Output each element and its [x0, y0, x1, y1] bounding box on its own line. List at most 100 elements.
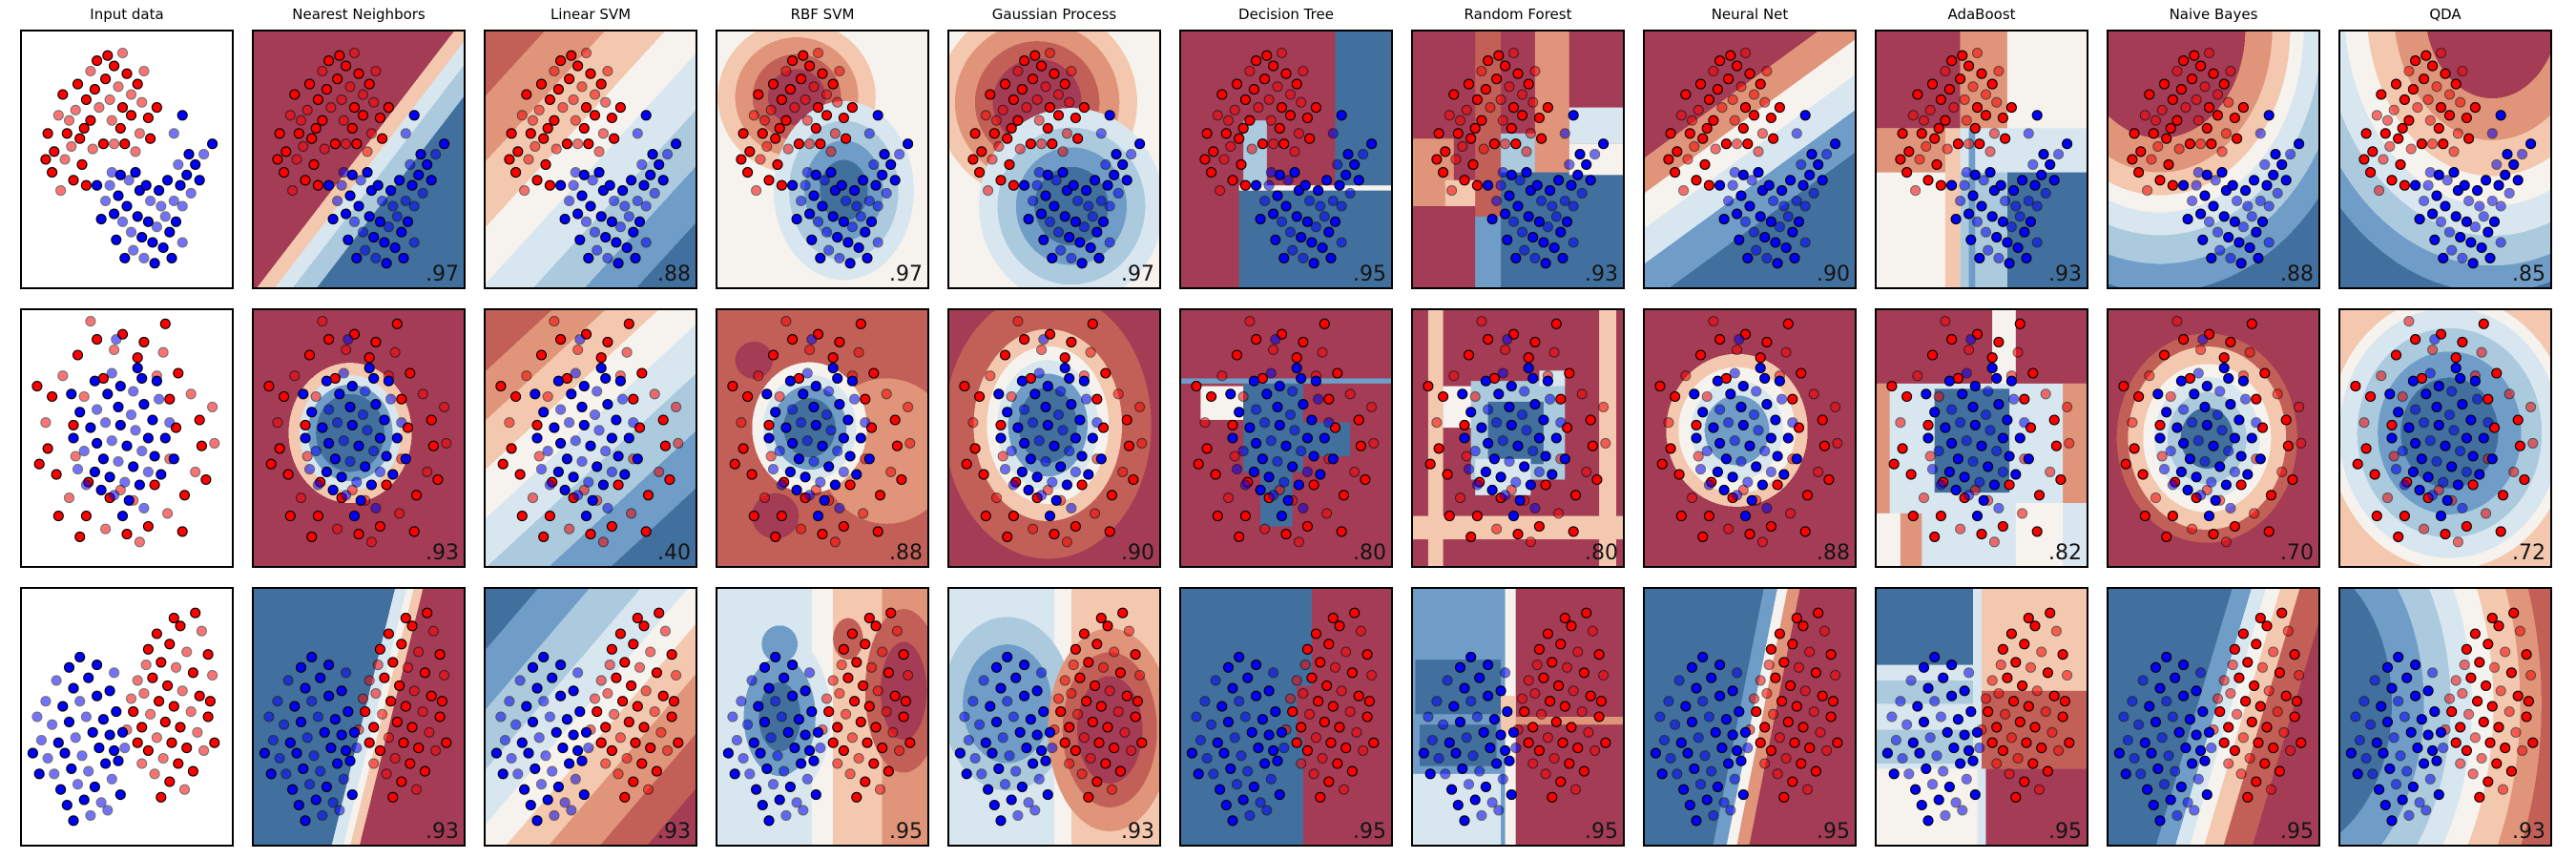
data-point [2165, 794, 2176, 806]
data-point [40, 696, 52, 707]
data-point [1317, 346, 1328, 358]
data-point [654, 158, 665, 170]
data-point [97, 138, 109, 150]
data-point [1922, 419, 1934, 430]
data-point [114, 122, 126, 134]
data-point [312, 94, 323, 105]
data-point [368, 372, 380, 384]
data-point [1542, 221, 1553, 233]
data-point [2048, 690, 2060, 702]
data-point [1104, 237, 1115, 248]
data-point [2223, 232, 2234, 243]
data-point [547, 672, 558, 683]
data-point [2042, 765, 2053, 777]
data-point [106, 773, 117, 785]
data-point [1055, 244, 1067, 256]
data-point [1093, 252, 1105, 263]
data-point [1257, 453, 1268, 465]
data-point [626, 508, 637, 519]
data-point [209, 737, 220, 748]
data-point [1572, 646, 1584, 658]
data-point [2158, 349, 2171, 361]
data-point [2457, 252, 2468, 263]
data-point [1506, 789, 1517, 801]
data-point [2407, 375, 2419, 387]
data-point [2148, 799, 2159, 811]
data-point [2484, 737, 2496, 748]
data-point [1276, 47, 1288, 59]
data-point [1918, 661, 1930, 673]
data-point [587, 494, 598, 506]
data-point [1459, 175, 1470, 186]
data-point [1100, 758, 1111, 769]
data-point [613, 479, 624, 491]
data-point [2242, 200, 2254, 212]
data-point [589, 226, 601, 238]
data-point [1431, 154, 1443, 165]
data-point [580, 726, 592, 738]
data-point [1946, 334, 1958, 346]
data-point [1723, 417, 1735, 429]
data-point [1569, 784, 1582, 795]
data-point [1355, 440, 1366, 451]
data-point [1576, 388, 1588, 400]
data-point [1997, 466, 2008, 477]
data-point [2422, 471, 2434, 483]
data-point [1959, 94, 1970, 105]
data-point [2265, 490, 2277, 501]
data-point [338, 167, 349, 178]
data-point [31, 381, 43, 392]
data-point [1021, 102, 1032, 114]
data-point [1787, 417, 1798, 429]
data-point [2232, 195, 2243, 207]
data-point [1291, 737, 1302, 748]
data-point [1691, 175, 1702, 186]
data-point [2154, 432, 2166, 444]
data-point [1776, 393, 1788, 405]
data-point [1010, 765, 1022, 777]
data-point [1963, 744, 1975, 756]
data-point [614, 628, 626, 639]
data-point [72, 78, 84, 90]
data-point [374, 643, 385, 655]
data-point [2175, 375, 2187, 387]
data-point [576, 455, 588, 468]
data-point [408, 526, 420, 537]
data-point [1946, 660, 1958, 671]
data-point [2461, 520, 2472, 533]
data-point [521, 370, 532, 382]
data-point [1270, 334, 1281, 346]
data-point [97, 453, 109, 465]
data-point [2410, 660, 2421, 671]
score-label: .95 [1817, 820, 1850, 844]
data-point [365, 128, 377, 139]
data-point [1446, 784, 1458, 795]
data-point [125, 693, 137, 704]
data-point [1199, 696, 1211, 707]
data-point [142, 466, 154, 477]
data-point [1012, 65, 1024, 77]
data-point [774, 390, 785, 403]
data-point [185, 388, 197, 400]
data-point [1703, 179, 1714, 191]
data-point [1744, 68, 1755, 79]
data-point [1444, 511, 1455, 522]
data-point [2481, 508, 2492, 519]
data-point [1587, 440, 1598, 451]
data-point [1785, 680, 1797, 691]
data-point [2201, 169, 2212, 180]
data-point [1251, 179, 1262, 191]
data-point [636, 758, 648, 769]
data-point [1093, 737, 1105, 748]
data-point [673, 437, 684, 449]
data-point [2431, 190, 2442, 201]
data-point [351, 476, 363, 488]
data-point [1561, 216, 1573, 227]
data-point [1895, 154, 1906, 165]
data-point [1791, 128, 1802, 139]
data-point [527, 661, 539, 673]
data-point [576, 755, 588, 766]
data-point [104, 685, 115, 697]
data-point [737, 443, 749, 454]
data-point [787, 179, 799, 191]
